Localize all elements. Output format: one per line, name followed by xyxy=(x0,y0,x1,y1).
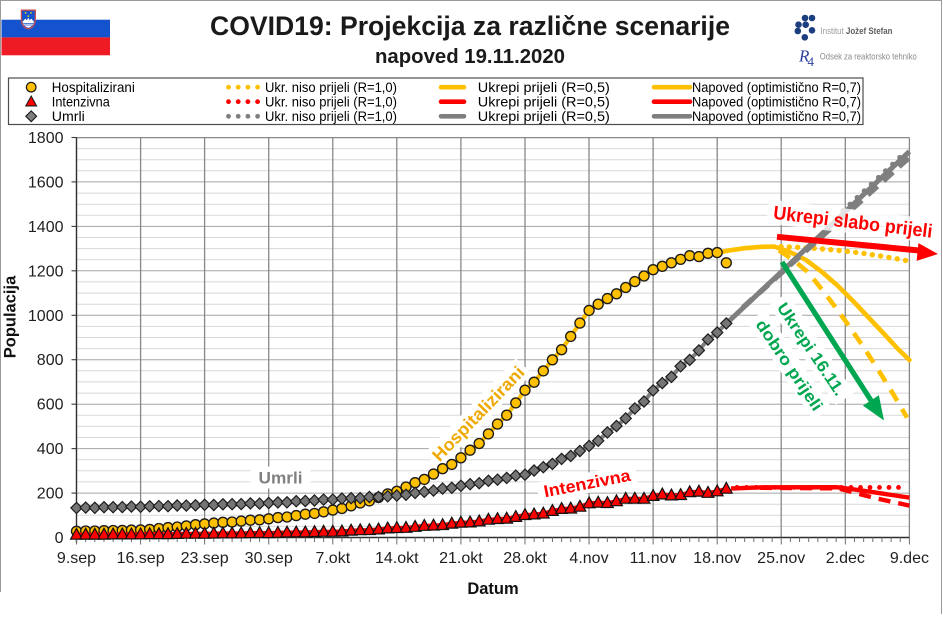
svg-text:600: 600 xyxy=(37,397,64,414)
svg-text:Ukr. niso prijeli (R=1,0): Ukr. niso prijeli (R=1,0) xyxy=(265,109,397,124)
svg-text:4.nov: 4.nov xyxy=(569,550,608,567)
svg-text:11.nov: 11.nov xyxy=(630,550,677,567)
svg-text:Hospitalizirani: Hospitalizirani xyxy=(52,80,135,95)
svg-text:1000: 1000 xyxy=(28,308,64,325)
svg-text:1600: 1600 xyxy=(28,174,64,191)
svg-text:18.nov: 18.nov xyxy=(693,550,741,567)
svg-text:Napoved (optimistično R=0,7): Napoved (optimistično R=0,7) xyxy=(692,94,861,109)
svg-text:21.okt: 21.okt xyxy=(439,550,483,567)
svg-text:Umrli: Umrli xyxy=(52,109,85,124)
svg-text:800: 800 xyxy=(37,352,64,369)
svg-text:Odsek za reaktorsko tehniko: Odsek za reaktorsko tehniko xyxy=(820,51,917,62)
svg-text:9.dec: 9.dec xyxy=(890,550,929,567)
svg-text:400: 400 xyxy=(37,441,64,458)
svg-text:R: R xyxy=(798,47,810,66)
svg-text:Datum: Datum xyxy=(467,580,518,598)
svg-text:Ukrepi prijeli (R=0,5): Ukrepi prijeli (R=0,5) xyxy=(478,109,610,124)
svg-text:Populacija: Populacija xyxy=(2,275,20,358)
svg-text:napoved 19.11.2020: napoved 19.11.2020 xyxy=(375,46,565,68)
svg-text:23.sep: 23.sep xyxy=(181,550,229,567)
svg-text:Napoved (optimistično R=0,7): Napoved (optimistično R=0,7) xyxy=(692,80,861,95)
svg-text:COVID19: Projekcija za različn: COVID19: Projekcija za različne scenarij… xyxy=(210,11,730,41)
svg-text:Ukrepi prijeli (R=0,5): Ukrepi prijeli (R=0,5) xyxy=(478,94,610,109)
svg-text:7.okt: 7.okt xyxy=(315,550,350,567)
svg-text:1800: 1800 xyxy=(28,130,64,147)
svg-text:Institut Jožef Stefan: Institut Jožef Stefan xyxy=(821,26,893,37)
svg-text:Ukr. niso prijeli (R=1,0): Ukr. niso prijeli (R=1,0) xyxy=(265,94,397,109)
svg-text:0: 0 xyxy=(55,530,64,547)
svg-text:16.sep: 16.sep xyxy=(117,550,165,567)
svg-text:1400: 1400 xyxy=(28,219,64,236)
svg-text:Intenzivna: Intenzivna xyxy=(52,94,110,109)
svg-text:4: 4 xyxy=(808,54,815,69)
svg-text:Ukr. niso prijeli (R=1,0): Ukr. niso prijeli (R=1,0) xyxy=(265,80,397,95)
svg-text:1200: 1200 xyxy=(28,263,64,280)
svg-text:Ukrepi prijeli (R=0,5): Ukrepi prijeli (R=0,5) xyxy=(478,80,610,95)
svg-text:200: 200 xyxy=(37,486,64,503)
svg-text:14.okt: 14.okt xyxy=(375,550,419,567)
svg-text:2.dec: 2.dec xyxy=(826,550,865,567)
svg-text:25.nov: 25.nov xyxy=(757,550,805,567)
svg-text:28.okt: 28.okt xyxy=(503,550,547,567)
svg-text:9.sep: 9.sep xyxy=(57,550,96,567)
svg-text:30.sep: 30.sep xyxy=(245,550,293,567)
svg-text:Umrli: Umrli xyxy=(259,469,303,487)
svg-text:Napoved (optimistično R=0,7): Napoved (optimistično R=0,7) xyxy=(692,109,861,124)
